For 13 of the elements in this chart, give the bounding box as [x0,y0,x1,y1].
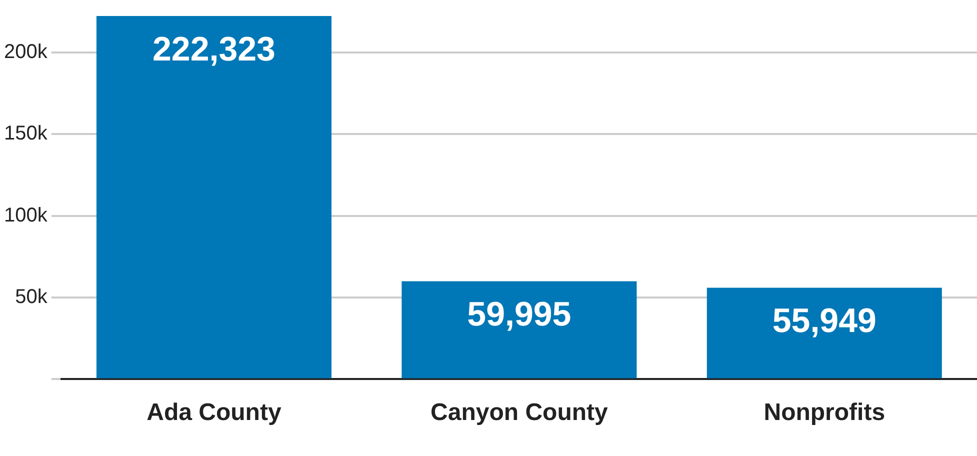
data-label: 222,323 [152,30,276,68]
x-tick-label: Canyon County [430,399,608,426]
bar [706,288,942,378]
y-tick-label: 200k [4,40,48,63]
data-label: 55,949 [772,302,876,340]
x-tick-label: Nonprofits [764,399,886,426]
y-tick-label: 150k [4,122,48,145]
bar [96,16,332,378]
data-label: 59,995 [467,296,572,334]
y-tick-label: 100k [4,204,48,226]
bar [402,281,637,378]
y-tick-label: 50k [15,286,48,308]
x-tick-label: Ada County [146,399,282,426]
